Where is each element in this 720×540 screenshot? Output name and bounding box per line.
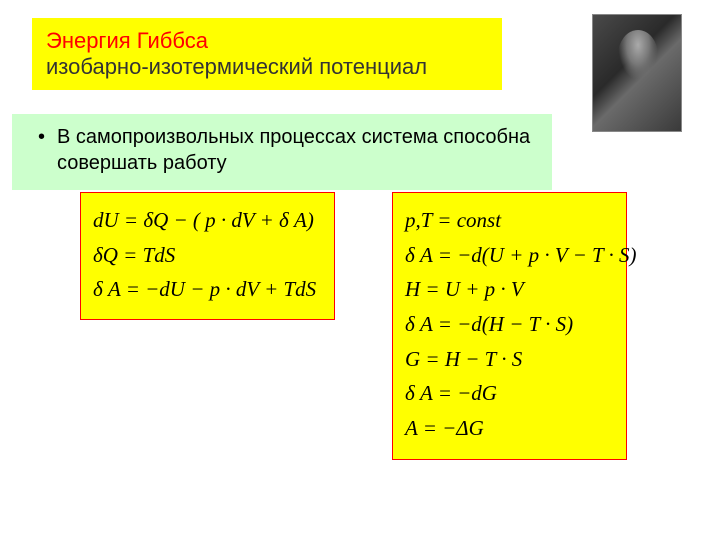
- equations-right-box: p,T = const δ A = −d(U + p · V − T · S) …: [392, 192, 627, 460]
- eq-right-6: A = −ΔG: [405, 411, 614, 446]
- eq-right-3: δ A = −d(H − T · S): [405, 307, 614, 342]
- eq-left-2: δ A = −dU − p · dV + TdS: [93, 272, 322, 307]
- title-line2: изобарно-изотермический потенциал: [46, 54, 488, 80]
- title-line1: Энергия Гиббса: [46, 28, 488, 54]
- bullet-box: • В самопроизвольных процессах система с…: [12, 114, 552, 190]
- title-box: Энергия Гиббса изобарно-изотермический п…: [32, 18, 502, 90]
- gibbs-portrait: [592, 14, 682, 132]
- bullet-dot-icon: •: [38, 124, 45, 150]
- bullet-text: В самопроизвольных процессах система спо…: [57, 124, 536, 176]
- bullet-item: • В самопроизвольных процессах система с…: [28, 124, 536, 176]
- eq-left-1: δQ = TdS: [93, 238, 322, 273]
- eq-right-0: p,T = const: [405, 203, 614, 238]
- eq-right-2: H = U + p · V: [405, 272, 614, 307]
- eq-left-0: dU = δQ − ( p · dV + δ A): [93, 203, 322, 238]
- eq-right-5: δ A = −dG: [405, 376, 614, 411]
- eq-right-4: G = H − T · S: [405, 342, 614, 377]
- equations-left-box: dU = δQ − ( p · dV + δ A) δQ = TdS δ A =…: [80, 192, 335, 320]
- eq-right-1: δ A = −d(U + p · V − T · S): [405, 238, 614, 273]
